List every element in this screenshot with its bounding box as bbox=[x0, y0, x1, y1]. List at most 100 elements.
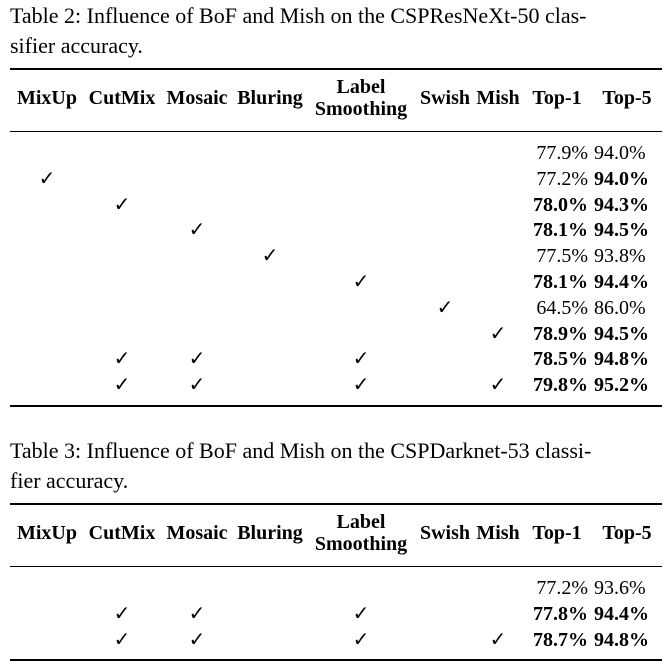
cell-cutmix: ✓ bbox=[113, 193, 131, 216]
cell-swish bbox=[416, 628, 474, 654]
header-mosaic: Mosaic bbox=[166, 87, 228, 109]
header-label-line1: Label bbox=[336, 511, 386, 533]
cell-swish bbox=[416, 322, 474, 348]
cell-mish bbox=[474, 167, 522, 193]
cell-cutmix bbox=[84, 322, 160, 348]
cell-label bbox=[306, 218, 416, 244]
cell-mish bbox=[474, 576, 522, 602]
cell-bluring bbox=[234, 270, 306, 296]
cell-swish bbox=[416, 218, 474, 244]
table-row: ✓ 78.0% 94.3% bbox=[10, 193, 662, 219]
table2-header-table: MixUp CutMix Mosaic Bluring Label Smoothi… bbox=[10, 76, 662, 120]
cell-label bbox=[306, 244, 416, 270]
cell-top1: 77.8% bbox=[533, 602, 588, 625]
header-label-line2: Smoothing bbox=[314, 98, 408, 120]
cell-bluring bbox=[234, 576, 306, 602]
cell-mosaic: ✓ bbox=[188, 348, 206, 371]
header-label-smoothing: Label Smoothing bbox=[306, 511, 416, 555]
cell-top1: 78.1% bbox=[533, 219, 588, 242]
cell-mosaic: ✓ bbox=[188, 219, 206, 242]
cell-mish bbox=[474, 244, 522, 270]
cell-mosaic bbox=[160, 141, 234, 167]
table3-top-rule bbox=[10, 503, 662, 505]
table-row: ✓ 78.1% 94.4% bbox=[10, 270, 662, 296]
cell-bluring bbox=[234, 628, 306, 654]
cell-mish bbox=[474, 347, 522, 373]
cell-bluring bbox=[234, 218, 306, 244]
cell-swish bbox=[416, 244, 474, 270]
cell-label bbox=[306, 193, 416, 219]
cell-top5: 94.0% bbox=[594, 142, 646, 164]
cell-bluring bbox=[234, 322, 306, 348]
cell-top1: 78.1% bbox=[533, 270, 588, 293]
cell-mixup bbox=[10, 270, 84, 296]
cell-top5: 95.2% bbox=[594, 374, 649, 397]
cell-mish bbox=[474, 193, 522, 219]
header-bluring: Bluring bbox=[237, 522, 303, 544]
cell-swish bbox=[416, 193, 474, 219]
cell-top5: 94.0% bbox=[594, 167, 649, 190]
cell-mosaic bbox=[160, 296, 234, 322]
cell-mixup bbox=[10, 576, 84, 602]
header-label-smoothing: Label Smoothing bbox=[306, 76, 416, 120]
header-cutmix: CutMix bbox=[88, 522, 156, 544]
cell-top5: 94.4% bbox=[594, 602, 649, 625]
cell-mosaic bbox=[160, 193, 234, 219]
cell-mixup bbox=[10, 193, 84, 219]
cell-top5: 94.8% bbox=[594, 348, 649, 371]
cell-mish bbox=[474, 141, 522, 167]
table3-header-row: MixUp CutMix Mosaic Bluring Label Smoothi… bbox=[10, 511, 662, 555]
cell-label: ✓ bbox=[352, 628, 370, 651]
cell-label bbox=[306, 322, 416, 348]
cell-label: ✓ bbox=[352, 270, 370, 293]
cell-top1: 77.2% bbox=[536, 577, 588, 599]
cell-cutmix: ✓ bbox=[113, 374, 131, 397]
header-mosaic: Mosaic bbox=[166, 522, 228, 544]
cell-top5: 86.0% bbox=[594, 296, 646, 319]
table-row: ✓ 64.5% 86.0% bbox=[10, 296, 662, 322]
table2-bottom-rule bbox=[10, 405, 662, 407]
cell-top1: 77.2% bbox=[536, 167, 588, 190]
table2-body: 77.9% 94.0% ✓ 77.2% 94.0% ✓ 78.0% 94.3% ✓ 78.1% 94… bbox=[10, 141, 662, 399]
cell-swish bbox=[416, 141, 474, 167]
cell-top5: 94.4% bbox=[594, 270, 649, 293]
cell-top5: 94.8% bbox=[594, 628, 649, 651]
cell-cutmix bbox=[84, 244, 160, 270]
cell-label bbox=[306, 167, 416, 193]
cell-mish: ✓ bbox=[489, 374, 507, 397]
cell-cutmix bbox=[84, 141, 160, 167]
cell-mish bbox=[474, 296, 522, 322]
cell-cutmix: ✓ bbox=[113, 602, 131, 625]
cell-mosaic: ✓ bbox=[188, 602, 206, 625]
cell-mosaic bbox=[160, 576, 234, 602]
cell-mosaic bbox=[160, 322, 234, 348]
table-row: ✓ ✓ ✓ 77.8% 94.4% bbox=[10, 602, 662, 628]
cell-mosaic bbox=[160, 270, 234, 296]
header-label-line2: Smoothing bbox=[314, 533, 408, 555]
cell-top1: 64.5% bbox=[536, 296, 588, 319]
cell-cutmix: ✓ bbox=[113, 348, 131, 371]
cell-swish bbox=[416, 270, 474, 296]
header-top1: Top-1 bbox=[532, 87, 582, 109]
cell-top5: 94.5% bbox=[594, 219, 649, 242]
cell-mish: ✓ bbox=[489, 322, 507, 345]
cell-mish bbox=[474, 218, 522, 244]
cell-bluring bbox=[234, 167, 306, 193]
cell-swish bbox=[416, 347, 474, 373]
cell-mixup bbox=[10, 322, 84, 348]
cell-top5: 94.3% bbox=[594, 193, 649, 216]
cell-top5: 93.8% bbox=[594, 245, 646, 268]
cell-cutmix bbox=[84, 296, 160, 322]
table-row: ✓ 78.1% 94.5% bbox=[10, 218, 662, 244]
table-row: 77.2% 93.6% bbox=[10, 576, 662, 602]
cell-mixup bbox=[10, 602, 84, 628]
cell-mish bbox=[474, 270, 522, 296]
header-bluring: Bluring bbox=[237, 87, 303, 109]
cell-mixup bbox=[10, 218, 84, 244]
table3-caption-line2: fier accuracy. bbox=[10, 468, 129, 493]
cell-bluring bbox=[234, 347, 306, 373]
cell-top1: 77.9% bbox=[536, 142, 588, 164]
cell-top1: 78.0% bbox=[533, 193, 588, 216]
table3-caption: Table 3: Influence of BoF and Mish on th… bbox=[10, 436, 662, 496]
cell-top5: 94.5% bbox=[594, 322, 649, 345]
